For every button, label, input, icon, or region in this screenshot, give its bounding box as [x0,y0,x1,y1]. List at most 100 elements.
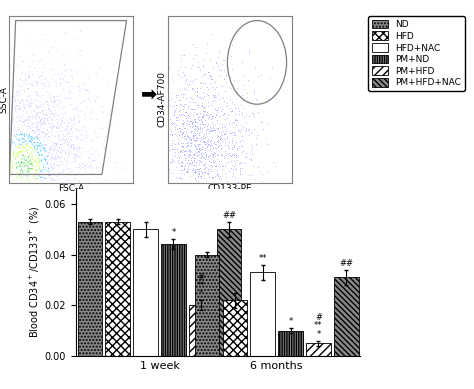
Point [209,92,217,98]
Point [48,154,55,160]
Point [76,162,83,168]
Point [35,131,43,137]
Point [209,163,216,169]
Point [17,142,24,148]
Point [196,171,203,177]
Point [19,152,27,158]
Point [33,167,41,173]
Point [179,147,187,153]
Point [23,142,30,148]
Point [103,82,111,88]
Point [33,140,41,146]
Point [55,155,62,161]
Point [21,145,28,151]
Point [49,178,56,184]
Point [29,113,36,119]
Point [187,161,194,167]
Point [81,135,88,141]
Point [172,164,180,170]
Point [37,101,45,107]
Point [32,167,40,173]
Point [59,149,66,155]
Point [215,175,223,181]
Point [16,100,24,107]
Point [32,154,39,160]
Point [52,78,60,84]
Point [18,115,25,121]
Point [76,117,84,124]
Point [213,171,220,177]
Point [57,158,65,165]
Point [226,168,233,174]
Point [174,97,182,103]
Point [26,160,34,166]
Point [198,128,205,134]
Point [173,114,181,120]
Point [70,144,77,150]
Point [51,177,59,183]
Point [166,131,174,137]
Point [14,159,22,166]
Point [38,32,46,38]
Point [190,106,197,112]
Point [53,150,60,156]
Point [186,143,194,149]
Point [9,141,17,147]
Point [13,151,21,158]
Point [202,126,210,133]
Point [79,165,87,171]
Point [211,153,219,159]
Point [23,111,31,117]
Point [21,133,28,139]
Point [70,124,77,130]
Point [205,174,213,180]
Point [80,145,87,151]
Point [43,168,51,174]
Point [84,148,92,154]
Point [23,131,30,138]
Point [60,114,67,120]
Point [213,107,221,114]
Point [48,125,56,131]
Point [218,83,226,89]
Point [59,104,67,110]
Point [51,124,58,130]
Point [228,42,236,48]
Point [202,153,210,159]
Point [29,116,37,122]
Point [24,168,32,175]
Point [208,151,216,157]
Bar [222,300,247,356]
Point [259,171,266,177]
Point [47,147,55,153]
Point [216,96,223,102]
Point [67,136,74,142]
Point [176,107,184,114]
Point [58,159,66,165]
Point [170,170,177,176]
Point [220,153,228,159]
Point [195,131,203,138]
Point [32,65,39,72]
Point [35,93,42,99]
Point [71,117,78,123]
Point [75,127,83,133]
Point [194,123,202,130]
Point [24,142,31,148]
Point [198,172,205,179]
Point [218,138,226,144]
Point [55,125,63,131]
Point [26,118,33,124]
Point [41,148,49,154]
Point [220,76,228,82]
Point [20,101,27,107]
Point [40,166,48,173]
Point [201,140,209,147]
Point [68,133,76,140]
Point [195,149,203,155]
Point [56,177,64,183]
Point [250,88,258,94]
Point [56,150,64,156]
Point [49,123,56,129]
Point [56,163,64,169]
